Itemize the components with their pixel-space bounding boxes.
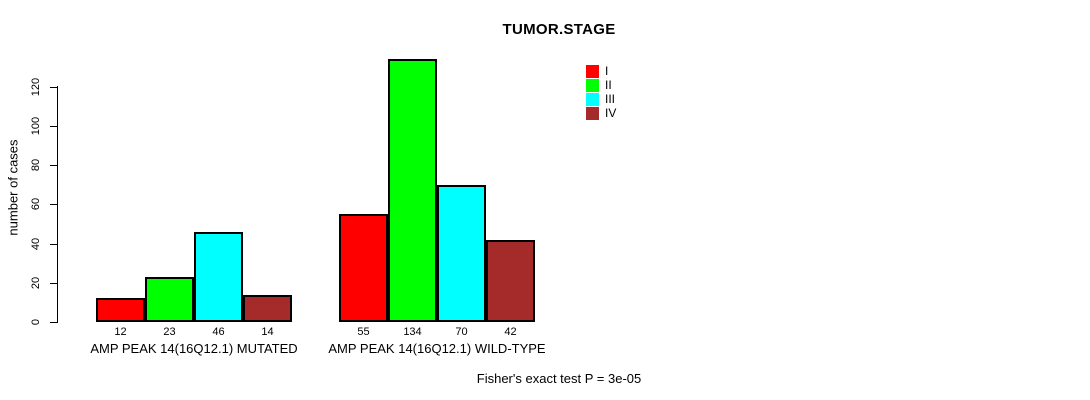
- bar-value-label: 12: [114, 326, 127, 338]
- group-label: AMP PEAK 14(16Q12.1) MUTATED: [90, 341, 298, 356]
- legend-swatch: [586, 79, 599, 92]
- y-tick-label: 100: [30, 116, 42, 136]
- bar-value-label: 70: [455, 326, 468, 338]
- y-tick-mark: [50, 244, 57, 245]
- legend-swatch: [586, 93, 599, 106]
- y-tick-mark: [50, 283, 57, 284]
- bar-value-label: 46: [212, 326, 225, 338]
- y-tick-mark: [50, 165, 57, 166]
- legend-label: IV: [605, 106, 617, 120]
- legend-row: IV: [586, 107, 616, 120]
- bar-iii: [194, 232, 243, 322]
- bar-iv: [486, 240, 535, 322]
- bar-value-label: 23: [163, 326, 176, 338]
- y-axis-label: number of cases: [5, 139, 21, 236]
- bar-ii: [388, 59, 437, 322]
- y-tick-label: 0: [30, 318, 42, 326]
- legend: I II III IV: [586, 65, 616, 121]
- bar-iii: [437, 185, 486, 322]
- bar-value-label: 42: [504, 326, 517, 338]
- y-axis-line: [57, 86, 58, 323]
- legend-row: II: [586, 79, 616, 92]
- legend-swatch: [586, 107, 599, 120]
- y-tick-mark: [50, 204, 57, 205]
- legend-label: I: [605, 64, 609, 78]
- y-tick-mark: [50, 126, 57, 127]
- y-tick-mark: [50, 322, 57, 323]
- stat-annotation: Fisher's exact test P = 3e-05: [476, 371, 642, 386]
- bar-i: [96, 298, 145, 322]
- bar-value-label: 134: [403, 326, 422, 338]
- legend-swatch: [586, 65, 599, 78]
- bar-ii: [145, 277, 194, 322]
- y-tick-label: 40: [30, 237, 42, 251]
- legend-row: III: [586, 93, 616, 106]
- bar-iv: [243, 295, 292, 322]
- chart-title: TUMOR.STAGE: [502, 21, 616, 38]
- y-tick-mark: [50, 87, 57, 88]
- bar-i: [339, 214, 388, 322]
- legend-row: I: [586, 65, 616, 78]
- y-tick-label: 20: [30, 276, 42, 290]
- bar-value-label: 14: [261, 326, 274, 338]
- y-tick-label: 60: [30, 197, 42, 211]
- bar-value-label: 55: [357, 326, 370, 338]
- group-label: AMP PEAK 14(16Q12.1) WILD-TYPE: [328, 341, 546, 356]
- y-tick-label: 80: [30, 158, 42, 172]
- legend-label: III: [605, 92, 616, 106]
- legend-label: II: [605, 78, 612, 92]
- y-tick-label: 120: [30, 77, 42, 97]
